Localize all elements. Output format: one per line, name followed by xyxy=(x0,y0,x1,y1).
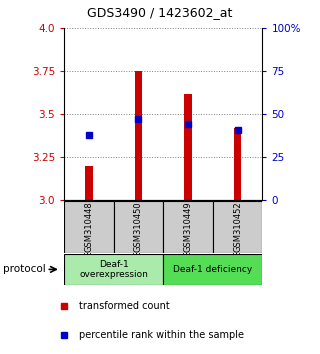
Text: GSM310450: GSM310450 xyxy=(134,201,143,252)
Text: GSM310449: GSM310449 xyxy=(183,201,193,252)
Text: transformed count: transformed count xyxy=(79,301,170,311)
Bar xyxy=(213,201,262,253)
Bar xyxy=(163,254,262,285)
Bar xyxy=(184,93,192,200)
Bar xyxy=(163,201,213,253)
Bar xyxy=(85,166,92,200)
Bar xyxy=(64,254,163,285)
Text: GSM310452: GSM310452 xyxy=(233,201,242,252)
Bar xyxy=(135,71,142,200)
Text: percentile rank within the sample: percentile rank within the sample xyxy=(79,330,244,340)
Bar xyxy=(64,201,114,253)
Text: protocol: protocol xyxy=(3,264,46,274)
Text: Deaf-1 deficiency: Deaf-1 deficiency xyxy=(173,265,252,274)
Bar xyxy=(234,128,241,200)
Text: Deaf-1
overexpression: Deaf-1 overexpression xyxy=(79,260,148,279)
Text: GDS3490 / 1423602_at: GDS3490 / 1423602_at xyxy=(87,6,233,19)
Text: GSM310448: GSM310448 xyxy=(84,201,93,252)
Bar xyxy=(114,201,163,253)
